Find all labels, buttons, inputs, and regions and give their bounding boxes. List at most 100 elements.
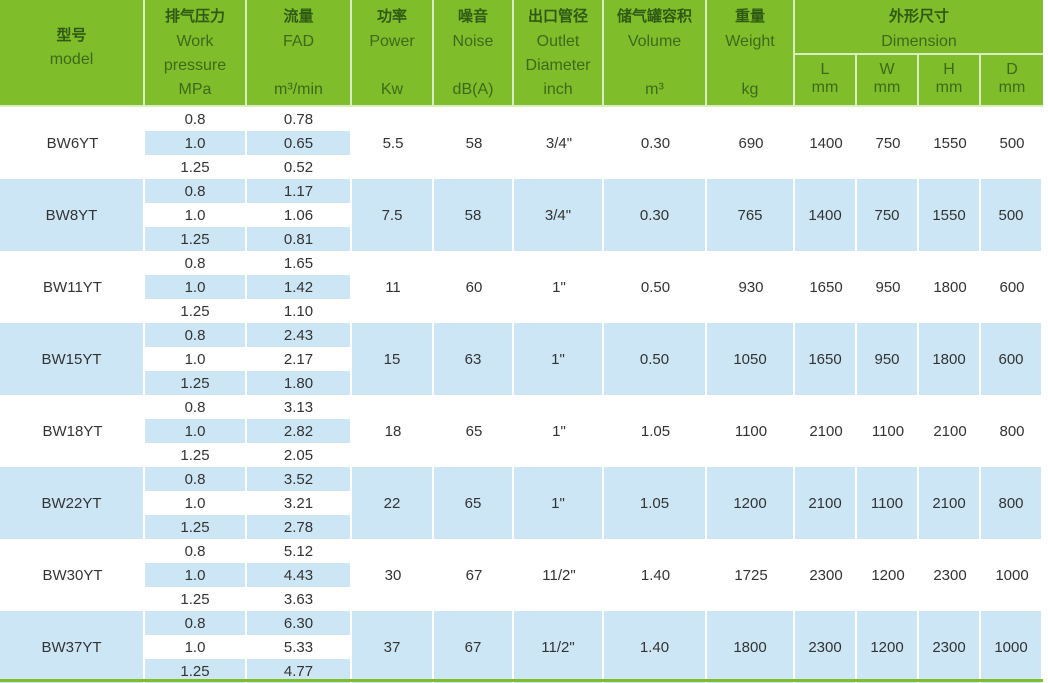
cell-power: 15 <box>352 323 434 395</box>
cell-l: 2100 <box>795 467 857 539</box>
cell-fad: 2.82 <box>247 419 352 443</box>
cell-pressure: 1.0 <box>145 347 247 371</box>
cell-pressure: 1.25 <box>145 155 247 179</box>
cell-h: 2100 <box>919 395 981 467</box>
header-dim-unit: mm <box>811 79 839 96</box>
cell-fad: 0.52 <box>247 155 352 179</box>
cell-outlet: 1" <box>514 467 604 539</box>
header-weight-en: Weight <box>725 33 775 50</box>
cell-power: 7.5 <box>352 179 434 251</box>
cell-weight: 690 <box>707 107 795 179</box>
header-weight-unit: kg <box>741 81 759 98</box>
cell-noise: 58 <box>434 179 514 251</box>
cell-pressure: 1.25 <box>145 371 247 395</box>
cell-pressure: 1.0 <box>145 491 247 515</box>
cell-power: 37 <box>352 611 434 683</box>
cell-l: 2300 <box>795 611 857 683</box>
cell-d: 600 <box>981 323 1043 395</box>
cell-pressure: 0.8 <box>145 611 247 635</box>
header-pressure-zh: 排气压力 <box>164 8 225 25</box>
cell-w: 750 <box>857 107 919 179</box>
cell-model: BW37YT <box>0 611 145 683</box>
cell-pressure: 1.0 <box>145 635 247 659</box>
header-dimension-en: Dimension <box>881 33 957 50</box>
header-dim-unit: mm <box>998 79 1026 96</box>
header-power-unit: Kw <box>380 81 404 98</box>
cell-fad: 0.65 <box>247 131 352 155</box>
cell-pressure: 1.0 <box>145 563 247 587</box>
header-fad: 流量 FAD m³/min <box>247 0 352 107</box>
header-outlet-en1: Outlet <box>536 33 580 50</box>
cell-outlet: 1" <box>514 395 604 467</box>
cell-fad: 1.17 <box>247 179 352 203</box>
cell-weight: 930 <box>707 251 795 323</box>
cell-d: 1000 <box>981 539 1043 611</box>
cell-pressure: 0.8 <box>145 251 247 275</box>
cell-volume: 0.30 <box>604 107 707 179</box>
header-dimension-zh: 外形尺寸 <box>888 8 949 25</box>
cell-h: 2100 <box>919 467 981 539</box>
cell-l: 1650 <box>795 251 857 323</box>
cell-fad: 0.78 <box>247 107 352 131</box>
cell-pressure: 0.8 <box>145 179 247 203</box>
cell-h: 2300 <box>919 611 981 683</box>
cell-h: 1550 <box>919 107 981 179</box>
cell-outlet: 3/4" <box>514 179 604 251</box>
cell-weight: 1725 <box>707 539 795 611</box>
header-pressure: 排气压力 Work pressure MPa <box>145 0 247 107</box>
cell-w: 950 <box>857 251 919 323</box>
cell-noise: 60 <box>434 251 514 323</box>
cell-pressure: 1.0 <box>145 203 247 227</box>
header-outlet: 出口管径 Outlet Diameter inch <box>514 0 604 107</box>
cell-outlet: 11/2" <box>514 611 604 683</box>
cell-pressure: 1.25 <box>145 227 247 251</box>
cell-d: 800 <box>981 395 1043 467</box>
header-dimension: 外形尺寸 Dimension <box>795 0 1043 55</box>
cell-pressure: 1.0 <box>145 131 247 155</box>
cell-volume: 0.50 <box>604 323 707 395</box>
cell-l: 1400 <box>795 179 857 251</box>
cell-fad: 1.80 <box>247 371 352 395</box>
cell-weight: 1050 <box>707 323 795 395</box>
header-volume-zh: 储气罐容积 <box>616 8 692 25</box>
cell-fad: 5.12 <box>247 539 352 563</box>
header-model-en: model <box>49 51 94 68</box>
cell-pressure: 1.25 <box>145 515 247 539</box>
cell-l: 2300 <box>795 539 857 611</box>
header-noise: 噪音 Noise dB(A) <box>434 0 514 107</box>
cell-weight: 1800 <box>707 611 795 683</box>
header-power-zh: 功率 <box>376 8 407 25</box>
cell-outlet: 1" <box>514 251 604 323</box>
header-dim-unit: mm <box>873 79 901 96</box>
cell-volume: 0.50 <box>604 251 707 323</box>
header-dim-label: W <box>879 61 895 78</box>
header-dim-unit: mm <box>935 79 963 96</box>
header-pressure-unit: MPa <box>178 81 212 98</box>
cell-w: 1100 <box>857 467 919 539</box>
cell-w: 1100 <box>857 395 919 467</box>
cell-model: BW30YT <box>0 539 145 611</box>
header-weight-zh: 重量 <box>734 8 765 25</box>
cell-model: BW11YT <box>0 251 145 323</box>
cell-outlet: 1" <box>514 323 604 395</box>
header-outlet-zh: 出口管径 <box>527 8 588 25</box>
cell-power: 30 <box>352 539 434 611</box>
cell-power: 18 <box>352 395 434 467</box>
header-outlet-en2: Diameter <box>525 57 591 74</box>
header-power: 功率 Power Kw <box>352 0 434 107</box>
cell-pressure: 1.0 <box>145 419 247 443</box>
cell-l: 2100 <box>795 395 857 467</box>
cell-pressure: 1.25 <box>145 587 247 611</box>
cell-d: 1000 <box>981 611 1043 683</box>
cell-fad: 2.17 <box>247 347 352 371</box>
cell-fad: 0.81 <box>247 227 352 251</box>
cell-noise: 65 <box>434 395 514 467</box>
cell-power: 22 <box>352 467 434 539</box>
cell-model: BW6YT <box>0 107 145 179</box>
cell-h: 1800 <box>919 251 981 323</box>
cell-power: 11 <box>352 251 434 323</box>
header-dim-label: D <box>1006 61 1018 78</box>
